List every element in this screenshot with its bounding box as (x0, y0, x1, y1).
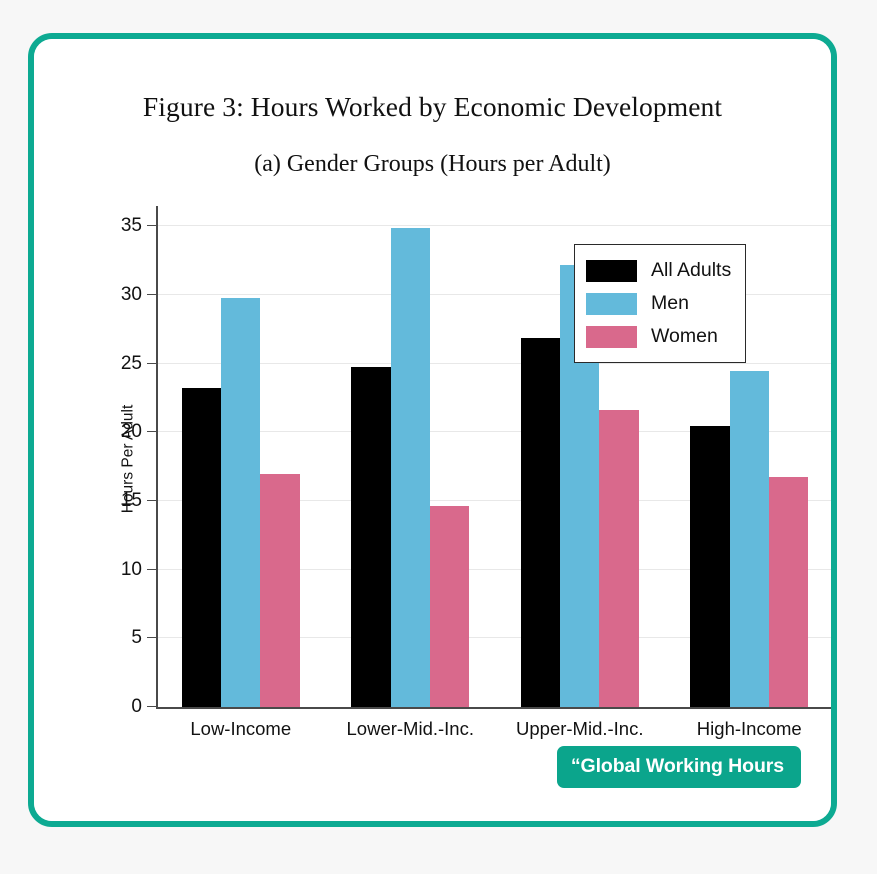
figure-title: Figure 3: Hours Worked by Economic Devel… (142, 91, 723, 122)
bar-chart: Hours Per Adult 0 5 10 15 20 25 30 35 Low-Incom… (119, 206, 831, 739)
bar-all-adults-lower-mid-inc- (351, 366, 391, 707)
x-axis-line (156, 707, 831, 709)
y-axis-line (156, 206, 158, 707)
y-tick-mark (147, 568, 156, 570)
y-tick-mark (147, 637, 156, 639)
x-tick-label: Lower-Mid.-Inc. (346, 718, 474, 739)
bar-women-low-income (260, 473, 300, 707)
legend-swatch (586, 325, 637, 348)
y-tick-label: 25 (120, 352, 142, 374)
x-tick-label: High-Income (696, 718, 802, 739)
y-tick-label: 10 (120, 558, 142, 580)
legend-swatch (586, 259, 637, 282)
legend-label: Women (651, 325, 718, 347)
bars-layer (156, 210, 831, 707)
bar-women-lower-mid-inc- (429, 505, 470, 707)
bar-all-adults-high-income (690, 425, 730, 707)
figure-card-inner: Figure 3: Hours Worked by Economic Devel… (34, 39, 831, 821)
y-tick-mark (147, 431, 156, 433)
legend-label: All Adults (651, 259, 732, 281)
chart-legend: All Adults Men Women (574, 244, 747, 363)
x-tick-label: Low-Income (190, 718, 292, 739)
gridline (156, 294, 831, 296)
gridline (156, 568, 831, 570)
y-tick-mark (147, 362, 156, 364)
bar-men-low-income (221, 297, 261, 707)
legend-item: Women (586, 320, 731, 353)
figure-card: Figure 3: Hours Worked by Economic Devel… (28, 33, 837, 827)
gridline (156, 362, 831, 364)
gridline (156, 431, 831, 433)
gridline (156, 637, 831, 639)
legend-item: Men (586, 287, 731, 320)
bar-men-high-income (729, 370, 769, 707)
bar-all-adults-upper-mid-inc- (520, 337, 561, 707)
gridline (156, 500, 831, 502)
x-tick-label: Upper-Mid.-Inc. (516, 718, 644, 739)
y-tick-label: 20 (120, 421, 142, 443)
y-tick-label: 5 (131, 627, 142, 649)
y-tick-mark (147, 500, 156, 502)
bar-all-adults-low-income (181, 388, 222, 707)
bar-men-lower-mid-inc- (390, 227, 430, 707)
gridline (156, 225, 831, 227)
plot-area: Hours Per Adult 0 5 10 15 20 25 30 35 Low-Incom… (119, 206, 831, 739)
figure-subtitle: (a) Gender Groups (Hours per Adult) (254, 151, 611, 177)
y-tick-mark (147, 294, 156, 296)
y-tick-label: 30 (120, 284, 142, 306)
legend-swatch (586, 292, 637, 315)
y-tick-mark (147, 225, 156, 227)
status-badge: “Global Working Hours (556, 746, 801, 788)
bar-women-upper-mid-inc- (599, 410, 639, 707)
y-tick-label: 0 (131, 696, 142, 717)
legend-item: All Adults (586, 254, 731, 287)
y-tick-mark (147, 706, 156, 707)
y-tick-label: 35 (120, 215, 142, 237)
bar-women-high-income (768, 477, 809, 707)
y-tick-label: 15 (120, 490, 142, 512)
legend-label: Men (651, 292, 689, 314)
